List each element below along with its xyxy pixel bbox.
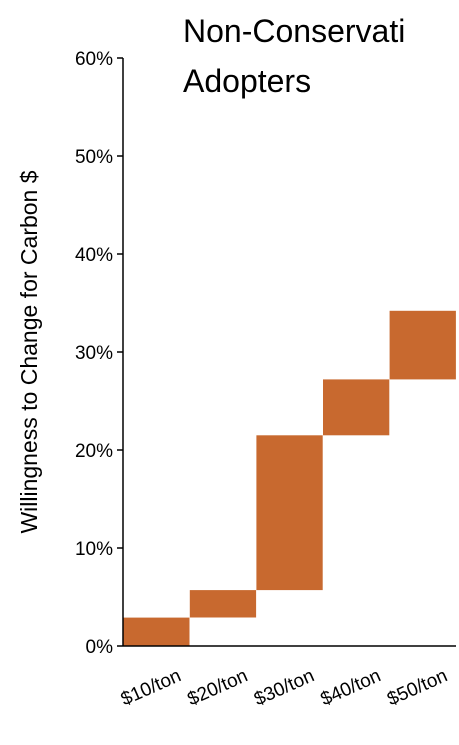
bar-4	[323, 379, 390, 436]
chart-title: Non-Conservati Adopters	[183, 13, 405, 99]
y-tick-label: 30%	[75, 343, 113, 364]
bar-3	[256, 435, 323, 591]
x-tick-label: $20/ton	[184, 665, 250, 710]
bars	[123, 310, 456, 646]
x-tick-label: $40/ton	[318, 665, 384, 710]
x-tick-label: $50/ton	[384, 665, 450, 710]
y-axis: 0% 10% 20% 30% 40% 50% 60%	[75, 49, 124, 658]
y-tick-label: 40%	[75, 245, 113, 266]
y-tick-label: 50%	[75, 147, 113, 168]
bar-2	[189, 590, 257, 618]
x-axis: $10/ton $20/ton $30/ton $40/ton $50/ton	[118, 645, 456, 710]
y-tick-label: 0%	[86, 637, 114, 658]
bar-1	[123, 617, 190, 646]
y-axis-title: Willingness to Change for Carbon $	[16, 170, 42, 533]
x-tick-label: $10/ton	[118, 665, 184, 710]
bar-5	[389, 310, 456, 380]
chart-title-line-1: Non-Conservati	[183, 13, 405, 49]
y-tick-label: 60%	[75, 49, 113, 70]
chart-title-line-2: Adopters	[183, 63, 311, 99]
y-tick-label: 10%	[75, 539, 113, 560]
x-tick-label: $30/ton	[251, 665, 317, 710]
y-tick-label: 20%	[75, 441, 113, 462]
